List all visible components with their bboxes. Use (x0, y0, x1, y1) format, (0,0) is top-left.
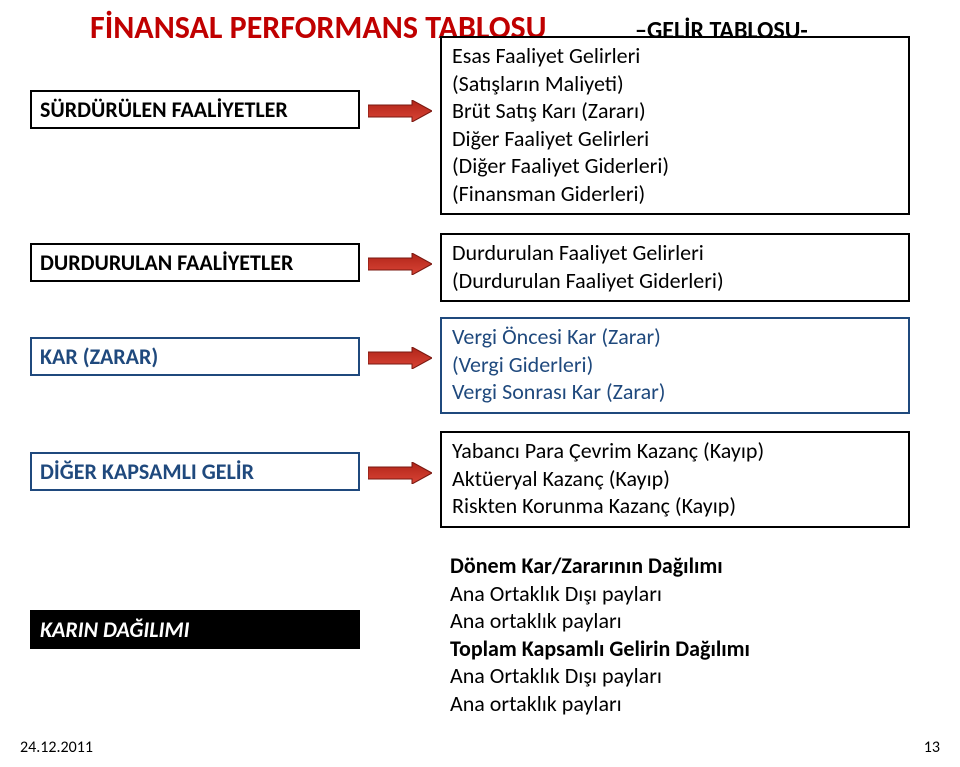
detail-line: Yabancı Para Çevrim Kazanç (Kayıp) (452, 437, 898, 465)
slide: FİNANSAL PERFORMANS TABLOSU –GELİR TABLO… (0, 0, 960, 767)
arrow-icon (368, 462, 432, 484)
detail-line: Ana Ortaklık Dışı payları (450, 580, 910, 608)
arrow-icon (368, 347, 432, 369)
category-box-3: KAR (ZARAR) (30, 337, 360, 376)
category-box-4: DİĞER KAPSAMLI GELİR (30, 452, 360, 491)
detail-line: Vergi Öncesi Kar (Zarar) (452, 323, 898, 351)
detail-line: (Finansman Giderleri) (452, 180, 898, 208)
page-number: 13 (924, 738, 940, 757)
arrow-icon (368, 253, 432, 275)
detail-line: Vergi Sonrası Kar (Zarar) (452, 378, 898, 406)
detail-line: Toplam Kapsamlı Gelirin Dağılımı (450, 635, 910, 663)
detail-line: (Durdurulan Faaliyet Giderleri) (452, 267, 898, 295)
category-box-2: DURDURULAN FAALİYETLER (30, 243, 360, 282)
detail-line: (Vergi Giderleri) (452, 351, 898, 379)
category-box-1: SÜRDÜRÜLEN FAALİYETLER (30, 90, 360, 129)
detail-line: Ana ortaklık payları (450, 607, 910, 635)
detail-line: Aktüeryal Kazanç (Kayıp) (452, 465, 898, 493)
detail-box-5: Dönem Kar/Zararının DağılımıAna Ortaklık… (440, 552, 920, 717)
category-box-5: KARIN DAĞILIMI (30, 610, 360, 649)
footer-date: 24.12.2011 (20, 738, 93, 757)
detail-line: Diğer Faaliyet Gelirleri (452, 125, 898, 153)
detail-line: Dönem Kar/Zararının Dağılımı (450, 552, 910, 580)
detail-line: Riskten Korunma Kazanç (Kayıp) (452, 492, 898, 520)
detail-box-1: Esas Faaliyet Gelirleri(Satışların Maliy… (440, 36, 910, 215)
detail-box-3: Vergi Öncesi Kar (Zarar)(Vergi Giderleri… (440, 317, 910, 414)
detail-line: (Satışların Maliyeti) (452, 70, 898, 98)
detail-line: Ana ortaklık payları (450, 690, 910, 718)
detail-line: (Diğer Faaliyet Giderleri) (452, 152, 898, 180)
detail-box-4: Yabancı Para Çevrim Kazanç (Kayıp)Aktüer… (440, 431, 910, 528)
arrow-icon (368, 100, 432, 122)
detail-line: Esas Faaliyet Gelirleri (452, 42, 898, 70)
detail-box-2: Durdurulan Faaliyet Gelirleri(Durdurulan… (440, 233, 910, 302)
detail-line: Brüt Satış Karı (Zararı) (452, 97, 898, 125)
detail-line: Ana Ortaklık Dışı payları (450, 662, 910, 690)
detail-line: Durdurulan Faaliyet Gelirleri (452, 239, 898, 267)
